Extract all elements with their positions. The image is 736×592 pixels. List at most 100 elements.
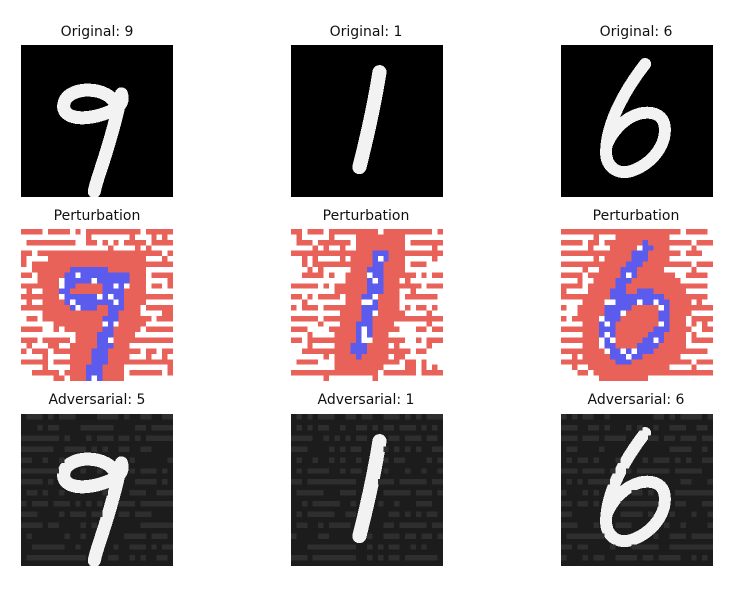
perturbation-pixel <box>339 348 346 354</box>
perturbation-pixel <box>609 359 616 365</box>
adversarial-noise-pixel <box>162 435 168 442</box>
perturbation-pixel <box>637 283 643 289</box>
perturbation-pixel <box>113 359 119 365</box>
perturbation-pixel <box>86 250 92 257</box>
perturbation-pixel <box>669 294 675 300</box>
adversarial-noise-pixel <box>415 479 422 485</box>
perturbation-pixel <box>162 234 168 240</box>
perturbation-pixel <box>405 364 411 371</box>
perturbation-pixel <box>691 315 697 322</box>
perturbation-pixel <box>604 272 610 278</box>
perturbation-pixel <box>696 294 703 300</box>
perturbation-pixel <box>323 261 329 267</box>
perturbation-pixel <box>97 343 103 349</box>
perturbation-pixel <box>410 272 416 278</box>
perturbation-pixel <box>107 321 114 327</box>
adversarial-noise-pixel <box>26 522 32 528</box>
adversarial-noise-pixel <box>339 446 346 452</box>
perturbation-pixel <box>118 267 125 273</box>
perturbation-pixel <box>702 321 708 327</box>
perturbation-pixel <box>145 315 152 322</box>
perturbation-pixel <box>642 283 648 289</box>
perturbation-pixel <box>620 277 627 284</box>
adversarial-noise-pixel <box>561 522 567 528</box>
adversarial-noise-pixel <box>91 511 97 518</box>
perturbation-pixel <box>140 283 146 289</box>
perturbation-pixel <box>156 283 163 289</box>
perturbation-pixel <box>604 250 610 257</box>
adversarial-noise-pixel <box>42 457 49 463</box>
perturbation-pixel <box>162 348 168 354</box>
perturbation-pixel <box>658 256 665 262</box>
adversarial-noise-pixel <box>31 500 38 507</box>
perturbation-pixel <box>162 337 168 343</box>
perturbation-pixel <box>350 321 357 327</box>
adversarial-noise-pixel <box>571 468 578 474</box>
perturbation-pixel <box>312 370 319 376</box>
perturbation-pixel <box>588 359 594 365</box>
perturbation-pixel <box>707 239 713 246</box>
perturbation-pixel <box>69 277 76 284</box>
adversarial-noise-pixel <box>383 414 389 420</box>
adversarial-noise-pixel <box>377 479 384 485</box>
perturbation-pixel <box>571 337 578 343</box>
adversarial-noise-pixel <box>167 457 173 463</box>
perturbation-pixel <box>107 375 114 381</box>
perturbation-pixel <box>691 294 697 300</box>
perturbation-pixel <box>405 315 411 322</box>
perturbation-pixel <box>588 337 594 343</box>
adversarial-noise-pixel <box>48 446 54 452</box>
adversarial-noise-pixel <box>339 424 346 431</box>
perturbation-pixel <box>345 337 351 343</box>
perturbation-pixel <box>675 370 681 376</box>
perturbation-pixel <box>124 359 130 365</box>
adversarial-noise-pixel <box>345 522 351 528</box>
adversarial-noise-pixel <box>135 435 141 442</box>
adversarial-noise-pixel <box>97 500 103 507</box>
perturbation-pixel <box>91 321 97 327</box>
perturbation-pixel <box>118 310 125 316</box>
adversarial-noise-pixel <box>53 544 59 550</box>
perturbation-pixel <box>140 359 146 365</box>
adversarial-noise-pixel <box>167 435 173 442</box>
perturbation-pixel <box>339 310 346 316</box>
perturbation-pixel <box>86 277 92 284</box>
title-adversarial-9: Adversarial: 5 <box>48 392 146 408</box>
perturbation-pixel <box>399 353 405 360</box>
perturbation-pixel <box>64 337 70 343</box>
perturbation-pixel <box>345 370 351 376</box>
perturbation-pixel <box>37 239 43 246</box>
adversarial-noise-pixel <box>664 435 670 442</box>
perturbation-pixel <box>80 256 87 262</box>
perturbation-pixel <box>167 315 173 322</box>
adversarial-noise-pixel <box>167 414 173 420</box>
perturbation-pixel <box>653 343 659 349</box>
perturbation-pixel <box>372 283 378 289</box>
perturbation-pixel <box>53 229 59 235</box>
perturbation-pixel <box>620 332 627 338</box>
perturbation-pixel <box>26 294 32 300</box>
adversarial-noise-pixel <box>685 490 692 496</box>
adversarial-noise-pixel <box>339 522 346 528</box>
perturbation-pixel <box>97 299 103 305</box>
perturbation-pixel <box>329 239 335 246</box>
adversarial-noise-pixel <box>685 435 692 442</box>
adversarial-noise-pixel <box>696 424 703 431</box>
perturbation-pixel <box>669 310 675 316</box>
perturbation-pixel <box>377 272 384 278</box>
perturbation-pixel <box>642 229 648 235</box>
perturbation-pixel <box>604 359 610 365</box>
perturbation-pixel <box>599 277 605 284</box>
perturbation-pixel <box>399 348 405 354</box>
adversarial-noise-pixel <box>151 468 157 474</box>
perturbation-pixel <box>307 315 313 322</box>
adversarial-noise-pixel <box>69 446 76 452</box>
perturbation-pixel <box>75 267 81 273</box>
perturbation-pixel <box>664 261 670 267</box>
perturbation-pixel <box>599 375 605 381</box>
perturbation-pixel <box>582 321 589 327</box>
perturbation-pixel <box>323 283 329 289</box>
perturbation-pixel <box>361 234 367 240</box>
adversarial-noise-pixel <box>307 479 313 485</box>
perturbation-pixel <box>339 250 346 257</box>
